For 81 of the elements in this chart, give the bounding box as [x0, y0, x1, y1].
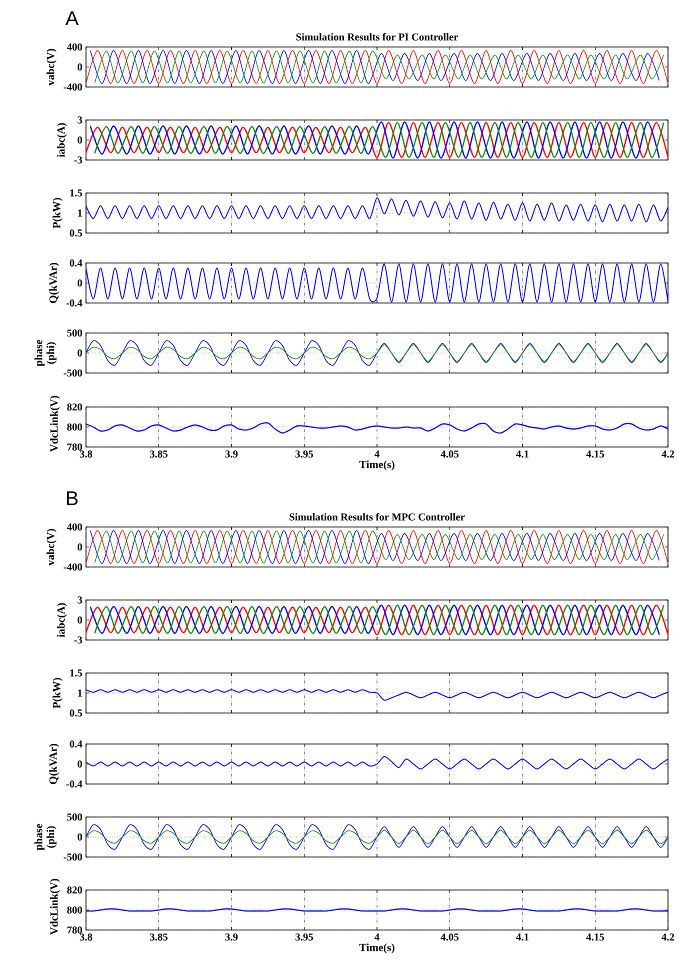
y-axis-title: Q(kVAr) [49, 262, 60, 304]
y-tick-label: 400 [66, 523, 82, 531]
y-tick-label: 0.5 [70, 709, 82, 717]
y-axis-title: VdcLink(V) [50, 396, 60, 452]
y-tick-label: 780 [67, 443, 82, 451]
y-axis-title: VdcLink(V) [50, 878, 60, 935]
x-tick-label: 4.1 [516, 934, 528, 941]
y-tick-label: 0 [78, 349, 82, 357]
y-axis-title: iabc(A) [57, 603, 67, 638]
y-tick-label: -500 [64, 853, 82, 861]
y-tick-label: -400 [64, 563, 82, 571]
y-tick-label: -400 [64, 83, 82, 91]
x-tick-label: 3.95 [295, 450, 314, 458]
y-tick-label: 400 [66, 43, 82, 51]
line-series [86, 344, 668, 362]
x-tick-label: 4.15 [586, 934, 604, 941]
y-tick-label: -3 [74, 636, 82, 644]
x-tick-label: 3.85 [150, 934, 168, 941]
y-tick-label: 0 [78, 63, 82, 71]
chart-title: Simulation Results for MPC Controller [290, 513, 465, 520]
y-tick-label: 820 [67, 403, 82, 411]
x-axis-title: Time(s) [359, 460, 394, 470]
y-tick-label: 0 [78, 279, 82, 287]
y-tick-label: 1 [78, 210, 82, 216]
x-tick-label: 4.2 [662, 450, 674, 458]
x-tick-label: 3.8 [80, 934, 92, 941]
y-axis-title: phase (phi) [34, 824, 56, 850]
chart-title: Simulation Results for PI Controller [296, 33, 458, 40]
x-tick-label: 3.85 [150, 450, 168, 458]
x-tick-label: 4.05 [440, 450, 459, 458]
y-axis-title: iabc(A) [57, 123, 67, 158]
y-tick-label: 0.5 [70, 229, 82, 237]
y-axis-title: P(kW) [52, 678, 63, 708]
line-series [86, 756, 669, 770]
y-tick-label: 0.4 [70, 740, 82, 748]
y-axis-title: phase (phi) [34, 340, 56, 366]
y-tick-label: 3 [78, 596, 82, 604]
y-tick-label: 0 [78, 136, 82, 144]
x-tick-label: 4.05 [440, 934, 459, 941]
line-series [86, 340, 668, 366]
line-series [85, 422, 669, 434]
y-tick-label: 1 [78, 690, 82, 696]
y-tick-label: 800 [67, 423, 82, 431]
y-tick-label: 3 [78, 116, 82, 124]
y-axis-title: vabc(V) [46, 528, 56, 566]
y-tick-label: 1.5 [70, 669, 82, 677]
y-tick-label: 0 [78, 616, 82, 624]
x-tick-label: 3.9 [225, 934, 238, 941]
y-tick-label: 0 [78, 543, 82, 551]
y-tick-label: -0.4 [66, 780, 82, 788]
x-tick-label: 4 [374, 450, 380, 458]
y-axis-title: vabc(V) [46, 48, 56, 86]
x-tick-label: 3.95 [295, 934, 314, 941]
x-tick-label: 4.1 [516, 450, 528, 458]
x-axis-title: Time(s) [359, 943, 394, 954]
line-series [86, 197, 669, 222]
x-tick-label: 4.2 [662, 934, 674, 941]
line-series [86, 830, 668, 844]
line-series [86, 263, 669, 302]
y-tick-label: 0.4 [70, 259, 82, 267]
text: A [65, 11, 79, 26]
x-tick-label: 4 [374, 934, 380, 940]
y-tick-label: 780 [67, 926, 82, 934]
y-tick-label: 500 [67, 329, 82, 337]
x-tick-label: 3.8 [80, 450, 92, 458]
y-axis-title: Q(kVAr) [49, 744, 60, 784]
y-tick-label: 0 [78, 760, 82, 768]
y-tick-label: -500 [64, 369, 82, 377]
y-tick-label: 1.5 [70, 189, 82, 197]
x-tick-label: 4.15 [586, 450, 604, 458]
y-tick-label: 800 [67, 906, 82, 914]
x-tick-label: 3.9 [225, 450, 238, 458]
y-tick-label: 820 [67, 886, 82, 894]
y-tick-label: 500 [67, 813, 82, 821]
y-tick-label: -3 [74, 156, 82, 164]
line-series [86, 824, 668, 850]
line-series [86, 689, 669, 701]
y-tick-label: 0 [78, 833, 82, 841]
y-tick-label: -0.4 [66, 299, 82, 307]
text: B [67, 491, 78, 506]
y-axis-title: P(kW) [52, 198, 63, 228]
